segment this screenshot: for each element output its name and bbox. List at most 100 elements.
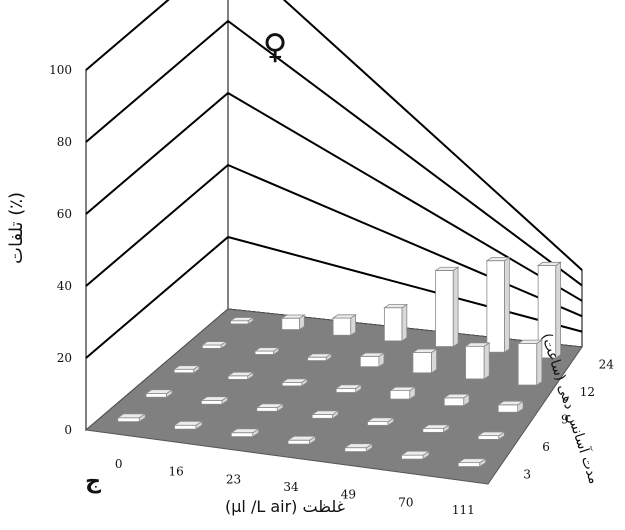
bar-face <box>200 400 223 405</box>
bar <box>280 378 309 387</box>
bar-face <box>422 428 444 433</box>
bar-top <box>366 417 395 422</box>
bar-side <box>483 342 490 380</box>
bar-face <box>256 407 278 412</box>
gridline <box>85 0 583 271</box>
bar-face <box>281 317 300 330</box>
bar <box>383 303 409 342</box>
bar-top <box>442 393 471 399</box>
bar-face <box>359 355 380 368</box>
x-tick-label: 49 <box>341 488 356 502</box>
bar <box>172 364 201 374</box>
bar-top <box>280 378 309 383</box>
bar-top <box>229 317 255 322</box>
bar-side <box>452 266 459 348</box>
bar <box>411 348 438 374</box>
bar-face <box>383 307 403 342</box>
bar-face <box>227 375 249 380</box>
bar-top <box>456 458 487 464</box>
bar <box>388 386 417 400</box>
bar-face <box>311 414 334 419</box>
gridline <box>85 91 583 302</box>
bar-face <box>145 393 167 398</box>
bar <box>280 314 306 331</box>
bar <box>366 417 395 427</box>
panel-letter: ج <box>85 469 101 494</box>
z-tick-label: 6 <box>542 440 550 454</box>
x-tick-label: 0 <box>115 457 123 471</box>
bar <box>286 435 317 445</box>
bar-face <box>344 447 367 452</box>
bar-top <box>464 342 491 347</box>
bar-top <box>434 266 460 271</box>
bar-face <box>517 343 538 386</box>
bar-top <box>400 450 431 456</box>
bar-top <box>144 389 174 394</box>
bar-top <box>358 352 386 357</box>
chart-bars <box>116 256 562 468</box>
bar-top <box>536 261 562 266</box>
bar-top <box>172 365 201 370</box>
bar-top <box>383 304 409 309</box>
y-tick-label: 0 <box>64 423 72 437</box>
bar <box>516 339 544 386</box>
gridline <box>85 19 583 287</box>
bar <box>536 261 562 359</box>
bar-top <box>280 314 306 319</box>
bar-top <box>343 443 374 449</box>
bar-top <box>253 347 281 352</box>
bar <box>485 256 511 353</box>
chart-floor: 0 16 23 34 49 70 111 369 12 24 <box>84 308 615 517</box>
y-tick-label: 40 <box>57 279 72 293</box>
bar <box>343 443 374 453</box>
bar <box>116 413 147 423</box>
bar-face <box>335 387 357 393</box>
bar <box>476 431 506 441</box>
bar-face <box>477 435 500 440</box>
bar-top <box>116 413 147 419</box>
bar <box>253 346 281 356</box>
bar-top <box>411 348 438 353</box>
bar-face <box>486 260 505 353</box>
bar-face <box>202 344 222 349</box>
bar-face <box>457 462 481 467</box>
bar-top <box>226 371 255 377</box>
gridline <box>85 235 583 359</box>
bar-face <box>230 320 249 325</box>
x-tick-label: 70 <box>398 495 413 509</box>
bar-face <box>230 432 254 438</box>
bar <box>421 424 451 434</box>
bar <box>200 396 229 405</box>
x-tick-label: 16 <box>169 465 184 479</box>
bar-top <box>388 386 417 392</box>
x-tick-label: 111 <box>452 503 475 517</box>
bar-face <box>497 404 519 413</box>
z-tick-label: 24 <box>599 358 615 372</box>
bar-top <box>306 353 333 358</box>
bar <box>434 266 460 348</box>
bar <box>442 393 471 407</box>
bar-face <box>174 424 197 430</box>
bar-face <box>307 356 327 361</box>
bar-face <box>254 350 275 355</box>
x-tick-label: 23 <box>226 472 241 486</box>
bar-face <box>401 454 424 460</box>
y-tick-label: 80 <box>57 135 72 149</box>
bar <box>358 352 386 368</box>
bar <box>229 428 261 438</box>
z-tick-label: 3 <box>523 467 531 481</box>
bar <box>496 400 525 413</box>
sex-symbol: ♀ <box>263 27 288 67</box>
bar-top <box>286 435 317 441</box>
bar-side <box>536 339 543 386</box>
bar-top <box>334 384 363 389</box>
bar-face <box>332 317 352 336</box>
floor <box>84 308 583 485</box>
bar <box>144 388 174 398</box>
bar-side <box>504 256 510 353</box>
z-tick-label: 12 <box>580 385 595 399</box>
bar-face <box>435 270 454 347</box>
bar <box>310 410 340 420</box>
